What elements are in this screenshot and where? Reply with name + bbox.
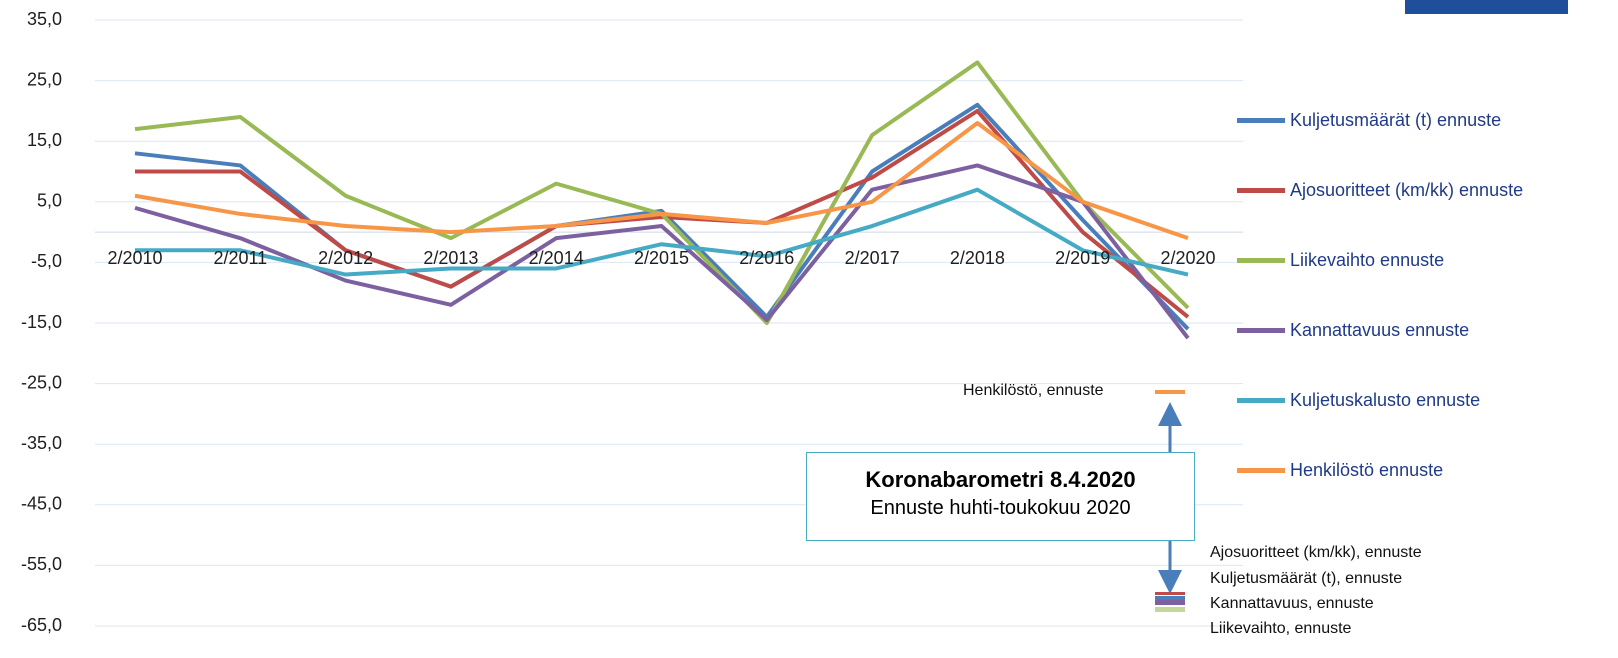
x-tick-label: 2/2014 [529, 248, 584, 268]
y-tick-label: 25,0 [27, 69, 62, 89]
annotation-swatch [1155, 596, 1185, 600]
x-tick-label: 2/2018 [950, 248, 1005, 268]
x-tick-label: 2/2019 [1055, 248, 1110, 268]
x-tick-label: 2/2020 [1160, 248, 1215, 268]
legend-label: Henkilöstö ennuste [1290, 460, 1444, 480]
y-tick-label: -15,0 [21, 312, 62, 332]
legend-item: Liikevaihto ennuste [1237, 249, 1567, 272]
legend-item: Henkilöstö ennuste [1237, 459, 1567, 482]
y-tick-label: -35,0 [21, 433, 62, 453]
y-tick-label: -65,0 [21, 615, 62, 635]
x-tick-label: 2/2010 [107, 248, 162, 268]
legend-label: Kannattavuus ennuste [1290, 320, 1470, 340]
annotation-subtitle: Ennuste huhti-toukokuu 2020 [870, 497, 1131, 519]
annotation: Henkilöstö, ennuste [963, 382, 1104, 399]
legend-swatch [1237, 398, 1285, 403]
legend-item: Ajosuoritteet (km/kk) ennuste [1237, 179, 1567, 202]
y-tick-label: -55,0 [21, 554, 62, 574]
legend-item: Kuljetuskalusto ennuste [1237, 389, 1567, 412]
legend-label: Liikevaihto ennuste [1290, 250, 1445, 270]
series-line [134, 121, 1189, 241]
legend-swatch [1237, 328, 1285, 333]
annotation: Kannattavuus, ennuste [1210, 595, 1374, 612]
x-tick-label: 2/2017 [845, 248, 900, 268]
y-tick-label: 5,0 [37, 191, 62, 211]
legend-swatch [1237, 468, 1285, 473]
x-tick-label: 2/2016 [739, 248, 794, 268]
legend-item: Kuljetusmäärät (t) ennuste [1237, 109, 1567, 132]
logo-bar [1405, 0, 1568, 14]
x-tick-label: 2/2013 [423, 248, 478, 268]
annotation: Ajosuoritteet (km/kk), ennuste [1210, 544, 1422, 561]
legend-label: Kuljetusmäärät (t) ennuste [1290, 110, 1502, 130]
legend-swatch [1237, 188, 1285, 193]
legend-item: Kannattavuus ennuste [1237, 319, 1567, 342]
series-line [134, 60, 1190, 325]
annotation-box: Koronabarometri 8.4.2020 Ennuste huhti-t… [806, 452, 1195, 541]
legend-label: Kuljetuskalusto ennuste [1290, 390, 1481, 410]
annotation: Liikevaihto, ennuste [1210, 620, 1352, 637]
annotation-swatch [1155, 600, 1185, 605]
y-tick-label: -5,0 [31, 251, 62, 271]
annotation-title: Koronabarometri 8.4.2020 [865, 467, 1136, 492]
y-tick-label: -25,0 [21, 372, 62, 392]
annotation: Kuljetusmäärät (t), ennuste [1210, 570, 1403, 587]
x-tick-label: 2/2011 [213, 248, 267, 268]
legend-label: Ajosuoritteet (km/kk) ennuste [1290, 180, 1524, 200]
y-tick-label: -45,0 [21, 494, 62, 514]
y-tick-label: 15,0 [27, 130, 62, 150]
y-tick-label: 35,0 [27, 9, 62, 29]
legend-swatch [1237, 258, 1285, 263]
series-line [135, 187, 1189, 277]
annotation-swatch [1155, 607, 1185, 612]
x-tick-label: 2/2015 [634, 248, 689, 268]
x-tick-label: 2/2012 [318, 248, 373, 268]
annotation-swatch [1155, 592, 1185, 595]
legend-swatch [1237, 118, 1285, 123]
